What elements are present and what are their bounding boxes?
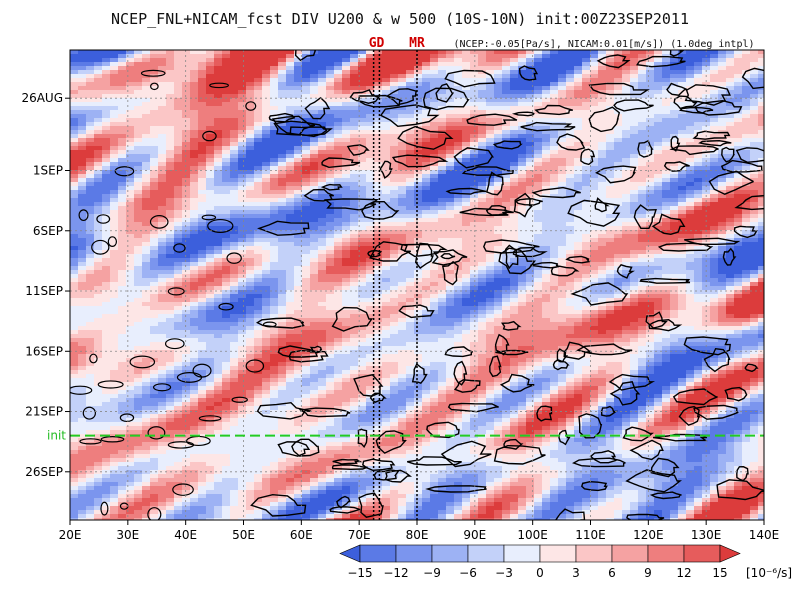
- colorbar-tick-label: −15: [347, 566, 372, 580]
- colorbar-tick-label: 12: [676, 566, 691, 580]
- x-axis: 20E 30E 40E 50E 60E 70E 80E 90E 100E 110E 120E 130E…: [59, 520, 780, 542]
- colorbar-swatch: [359, 544, 397, 563]
- colorbar-tick-label: 15: [712, 566, 727, 580]
- chart-subtitle: (NCEP:-0.05[Pa/s], NICAM:0.01[m/s]) (1.0…: [453, 39, 754, 50]
- colorbar-tick-label: −12: [383, 566, 408, 580]
- colorbar-tick-label: 3: [572, 566, 580, 580]
- colorbar-swatch: [339, 544, 361, 563]
- x-tick-label: 100E: [517, 528, 548, 542]
- y-tick-label: 21SEP: [25, 405, 63, 419]
- colorbar-tick-label: −6: [459, 566, 477, 580]
- x-tick-label: 40E: [174, 528, 197, 542]
- y-tick-label: 1SEP: [33, 164, 63, 178]
- x-tick-label: 90E: [463, 528, 486, 542]
- x-tick-label: 130E: [691, 528, 722, 542]
- colorbar-tick-label: 9: [644, 566, 652, 580]
- y-tick-label: 26SEP: [25, 465, 63, 479]
- colorbar-tick-label: −9: [423, 566, 441, 580]
- x-tick-label: 30E: [116, 528, 139, 542]
- colorbar-swatch: [467, 544, 505, 563]
- x-tick-label: 120E: [633, 528, 664, 542]
- divergence-field: [70, 50, 764, 520]
- marker-label-gd: GD: [369, 36, 385, 51]
- colorbar-tick-label: 6: [608, 566, 616, 580]
- chart-title: NCEP_FNL+NICAM_fcst DIV U200 & w 500 (10…: [111, 10, 689, 28]
- colorbar-unit: [10⁻⁶/s]: [746, 566, 792, 580]
- y-tick-label: 11SEP: [25, 284, 63, 298]
- colorbar-swatch: [539, 544, 577, 563]
- x-tick-label: 20E: [59, 528, 82, 542]
- omega-contours: [70, 50, 764, 520]
- colorbar-swatch: [683, 544, 721, 563]
- colorbar-tick-label: 0: [536, 566, 544, 580]
- x-tick-label: 60E: [290, 528, 313, 542]
- y-axis: 26AUG 1SEP 6SEP 11SEP 16SEP 21SEP 26SEP: [21, 91, 70, 479]
- colorbar: −15 −12 −9 −6 −3 0 3 6 9 12 15 [10⁻⁶/s]: [339, 544, 792, 580]
- colorbar-swatch: [503, 544, 541, 563]
- x-tick-label: 110E: [575, 528, 606, 542]
- colorbar-swatch: [719, 544, 741, 563]
- colorbar-swatch: [431, 544, 469, 563]
- x-tick-label: 80E: [406, 528, 429, 542]
- marker-lines: GD MR: [369, 36, 425, 520]
- init-line-group: init: [47, 429, 764, 443]
- x-tick-label: 50E: [232, 528, 255, 542]
- marker-label-mr: MR: [409, 36, 425, 51]
- y-tick-label: 26AUG: [21, 91, 63, 105]
- y-tick-label: 6SEP: [33, 224, 63, 238]
- y-tick-label: 16SEP: [25, 344, 63, 358]
- x-tick-label: 140E: [749, 528, 780, 542]
- colorbar-swatch: [395, 544, 433, 563]
- colorbar-swatch: [611, 544, 649, 563]
- init-label: init: [47, 429, 66, 443]
- colorbar-tick-label: −3: [495, 566, 513, 580]
- colorbar-swatch: [575, 544, 613, 563]
- colorbar-swatch: [647, 544, 685, 563]
- x-tick-label: 70E: [348, 528, 371, 542]
